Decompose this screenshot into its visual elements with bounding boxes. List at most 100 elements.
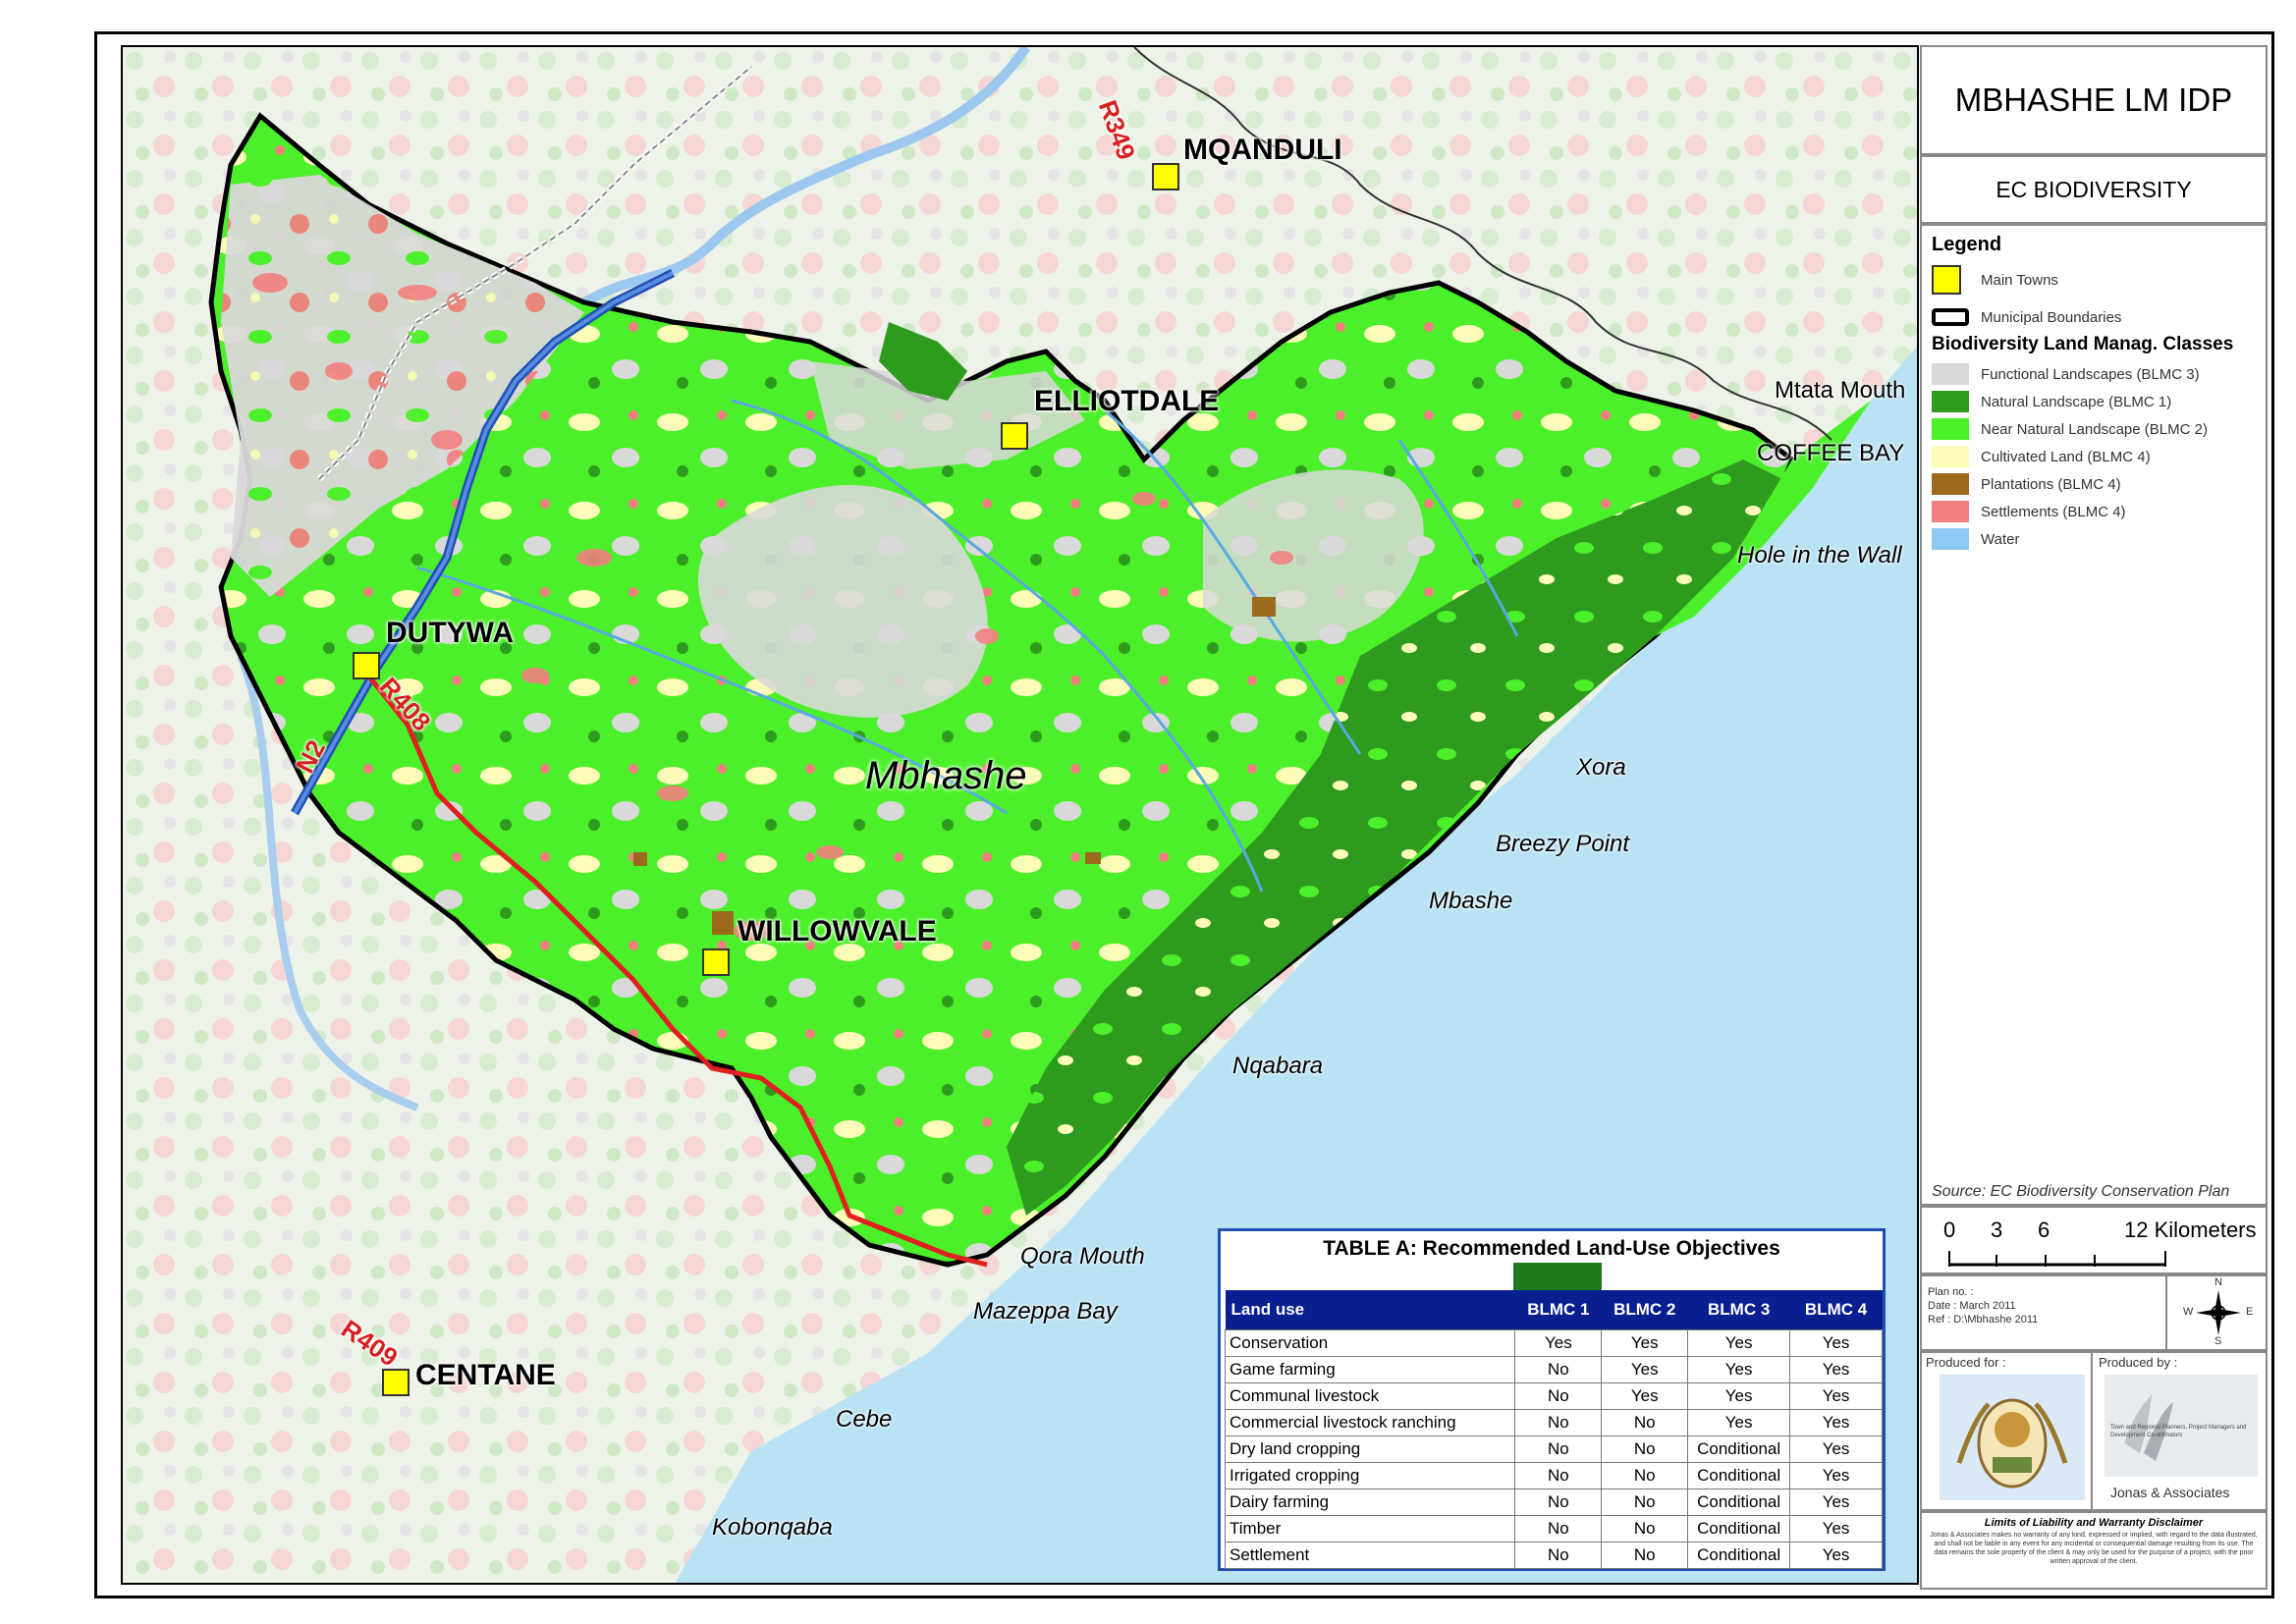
legend-label: Cultivated Land (BLMC 4) xyxy=(1981,448,2151,465)
plan-no: Plan no. : xyxy=(1928,1286,1974,1298)
scale-tick-3: 3 xyxy=(1991,1218,2003,1242)
table-row: Settlement No No Conditional Yes xyxy=(1224,1541,1883,1569)
land-use-table: TABLE A: Recommended Land-Use Objectives… xyxy=(1218,1228,1886,1571)
place-label-kobonqaba: Kobonqaba xyxy=(712,1514,833,1541)
disclaimer: Limits of Liability and Warranty Disclai… xyxy=(1920,1511,2268,1590)
cell-land-use: Conservation xyxy=(1224,1328,1516,1357)
producer-tagline: Town and Regional Planners, Project Mana… xyxy=(2110,1425,2247,1438)
cell-land-use: Settlement xyxy=(1224,1541,1516,1569)
table-header-row: Land use BLMC 1 BLMC 2 BLMC 3 BLMC 4 xyxy=(1225,1290,1883,1329)
header-blmc2: BLMC 2 xyxy=(1601,1290,1688,1329)
legend-label: Settlements (BLMC 4) xyxy=(1981,503,2126,520)
town-marker-elliotdale[interactable] xyxy=(1001,422,1028,450)
town-marker-centane[interactable] xyxy=(382,1369,410,1396)
cell-land-use: Dairy farming xyxy=(1224,1488,1516,1516)
legend-item-main-towns: Main Towns xyxy=(1932,265,2058,295)
legend-item-near-natural: Near Natural Landscape (BLMC 2) xyxy=(1932,416,2208,442)
table-blmc1-swatch xyxy=(1513,1263,1602,1290)
table-row: Commercial livestock ranching No No Yes Yes xyxy=(1224,1408,1883,1436)
cultivated-swatch xyxy=(1932,446,1969,467)
legend-label: Natural Landscape (BLMC 1) xyxy=(1981,393,2172,410)
plan-date: Date : March 2011 xyxy=(1928,1300,2016,1312)
cell-blmc4: Yes xyxy=(1789,1541,1883,1569)
plantations-swatch xyxy=(1932,473,1969,495)
cell-blmc1: No xyxy=(1514,1435,1603,1463)
producer-logo-icon xyxy=(2105,1375,2258,1477)
cell-blmc4: Yes xyxy=(1789,1435,1883,1463)
legend-label: Municipal Boundaries xyxy=(1981,308,2122,326)
scale-bar-graphic xyxy=(1948,1251,2166,1267)
region-label-mbhashe: Mbhashe xyxy=(865,754,1027,797)
town-swatch xyxy=(1932,265,1961,295)
produced-for-label: Produced for : xyxy=(1926,1355,2006,1370)
place-label-cebe: Cebe xyxy=(836,1406,893,1433)
cell-blmc3: Conditional xyxy=(1687,1488,1791,1516)
cell-blmc2: No xyxy=(1601,1541,1689,1569)
cell-land-use: Timber xyxy=(1224,1514,1516,1543)
cell-blmc1: No xyxy=(1514,1514,1603,1543)
producers: Produced for : Produced by : Town and Re… xyxy=(1920,1351,2268,1511)
place-label-xora: Xora xyxy=(1576,754,1626,781)
produced-by-label: Produced by : xyxy=(2099,1355,2178,1370)
header-blmc4: BLMC 4 xyxy=(1789,1290,1883,1329)
disclaimer-text: Jonas & Associates makes no warranty of … xyxy=(1930,1532,2258,1565)
cell-blmc2: No xyxy=(1601,1488,1689,1516)
client-crest-icon xyxy=(1940,1375,2085,1500)
scale-bar: 0 3 6 12 Kilometers xyxy=(1920,1206,2268,1274)
cell-blmc1: No xyxy=(1514,1381,1603,1410)
legend: Legend Main Towns Municipal Boundaries B… xyxy=(1920,224,2268,1206)
cell-blmc4: Yes xyxy=(1789,1461,1883,1489)
town-label-dutywa: DUTYWA xyxy=(386,617,514,649)
header-blmc3: BLMC 3 xyxy=(1687,1290,1790,1329)
map-area[interactable]: MQANDULI ELLIOTDALE DUTYWA WILLOWVALE CE… xyxy=(121,45,1919,1585)
plan-info: Plan no. : Date : March 2011 Ref : D:\Mb… xyxy=(1920,1274,2268,1351)
town-label-elliotdale: ELLIOTDALE xyxy=(1034,385,1220,417)
produced-for-box: Produced for : xyxy=(1922,1353,2093,1509)
place-label-mbashe: Mbashe xyxy=(1429,888,1513,914)
panel-title: MBHASHE LM IDP xyxy=(1920,45,2268,155)
legend-item-settlements: Settlements (BLMC 4) xyxy=(1932,499,2126,524)
compass-e: E xyxy=(2246,1306,2254,1318)
legend-item-cultivated: Cultivated Land (BLMC 4) xyxy=(1932,444,2151,469)
cell-blmc1: No xyxy=(1514,1355,1603,1383)
legend-item-natural: Natural Landscape (BLMC 1) xyxy=(1932,389,2171,414)
place-label-breezy-point: Breezy Point xyxy=(1496,831,1630,857)
cell-blmc2: No xyxy=(1601,1461,1689,1489)
legend-label: Main Towns xyxy=(1981,271,2058,289)
cell-blmc3: Conditional xyxy=(1687,1461,1791,1489)
town-marker-willowvale[interactable] xyxy=(702,948,730,976)
cell-blmc1: No xyxy=(1514,1461,1603,1489)
place-label-nqabara: Nqabara xyxy=(1232,1053,1324,1079)
near-natural-swatch xyxy=(1932,418,1969,440)
panel-subtitle: EC BIODIVERSITY xyxy=(1920,155,2268,224)
legend-item-functional: Functional Landscapes (BLMC 3) xyxy=(1932,361,2200,387)
cell-blmc3: Yes xyxy=(1687,1408,1791,1436)
cell-blmc2: No xyxy=(1601,1408,1689,1436)
cell-blmc4: Yes xyxy=(1789,1514,1883,1543)
town-label-willowvale: WILLOWVALE xyxy=(738,915,937,947)
legend-label: Near Natural Landscape (BLMC 2) xyxy=(1981,420,2208,438)
legend-item-municipal-boundaries: Municipal Boundaries xyxy=(1932,304,2121,330)
cell-land-use: Commercial livestock ranching xyxy=(1224,1408,1516,1436)
cell-blmc3: Conditional xyxy=(1687,1541,1791,1569)
table-row: Timber No No Conditional Yes xyxy=(1224,1514,1883,1543)
cell-blmc4: Yes xyxy=(1789,1381,1883,1410)
place-label-mtata-mouth: Mtata Mouth xyxy=(1775,377,1906,404)
cell-land-use: Communal livestock xyxy=(1224,1381,1516,1410)
cell-blmc2: No xyxy=(1601,1514,1689,1543)
compass-icon xyxy=(2196,1290,2241,1335)
town-label-centane: CENTANE xyxy=(415,1359,556,1391)
settlements-swatch xyxy=(1932,501,1969,522)
town-marker-mqanduli[interactable] xyxy=(1152,163,1179,190)
water-swatch xyxy=(1932,528,1969,550)
functional-swatch xyxy=(1932,363,1969,385)
legend-label: Plantations (BLMC 4) xyxy=(1981,475,2121,493)
cell-blmc3: Conditional xyxy=(1687,1514,1791,1543)
natural-swatch xyxy=(1932,391,1969,412)
compass-n: N xyxy=(2214,1276,2222,1288)
cell-blmc2: Yes xyxy=(1601,1328,1689,1357)
north-arrow: N S E W xyxy=(2165,1276,2268,1349)
scale-tick-12: 12 Kilometers xyxy=(2124,1218,2257,1242)
town-marker-dutywa[interactable] xyxy=(353,652,380,679)
cell-blmc1: No xyxy=(1514,1541,1603,1569)
